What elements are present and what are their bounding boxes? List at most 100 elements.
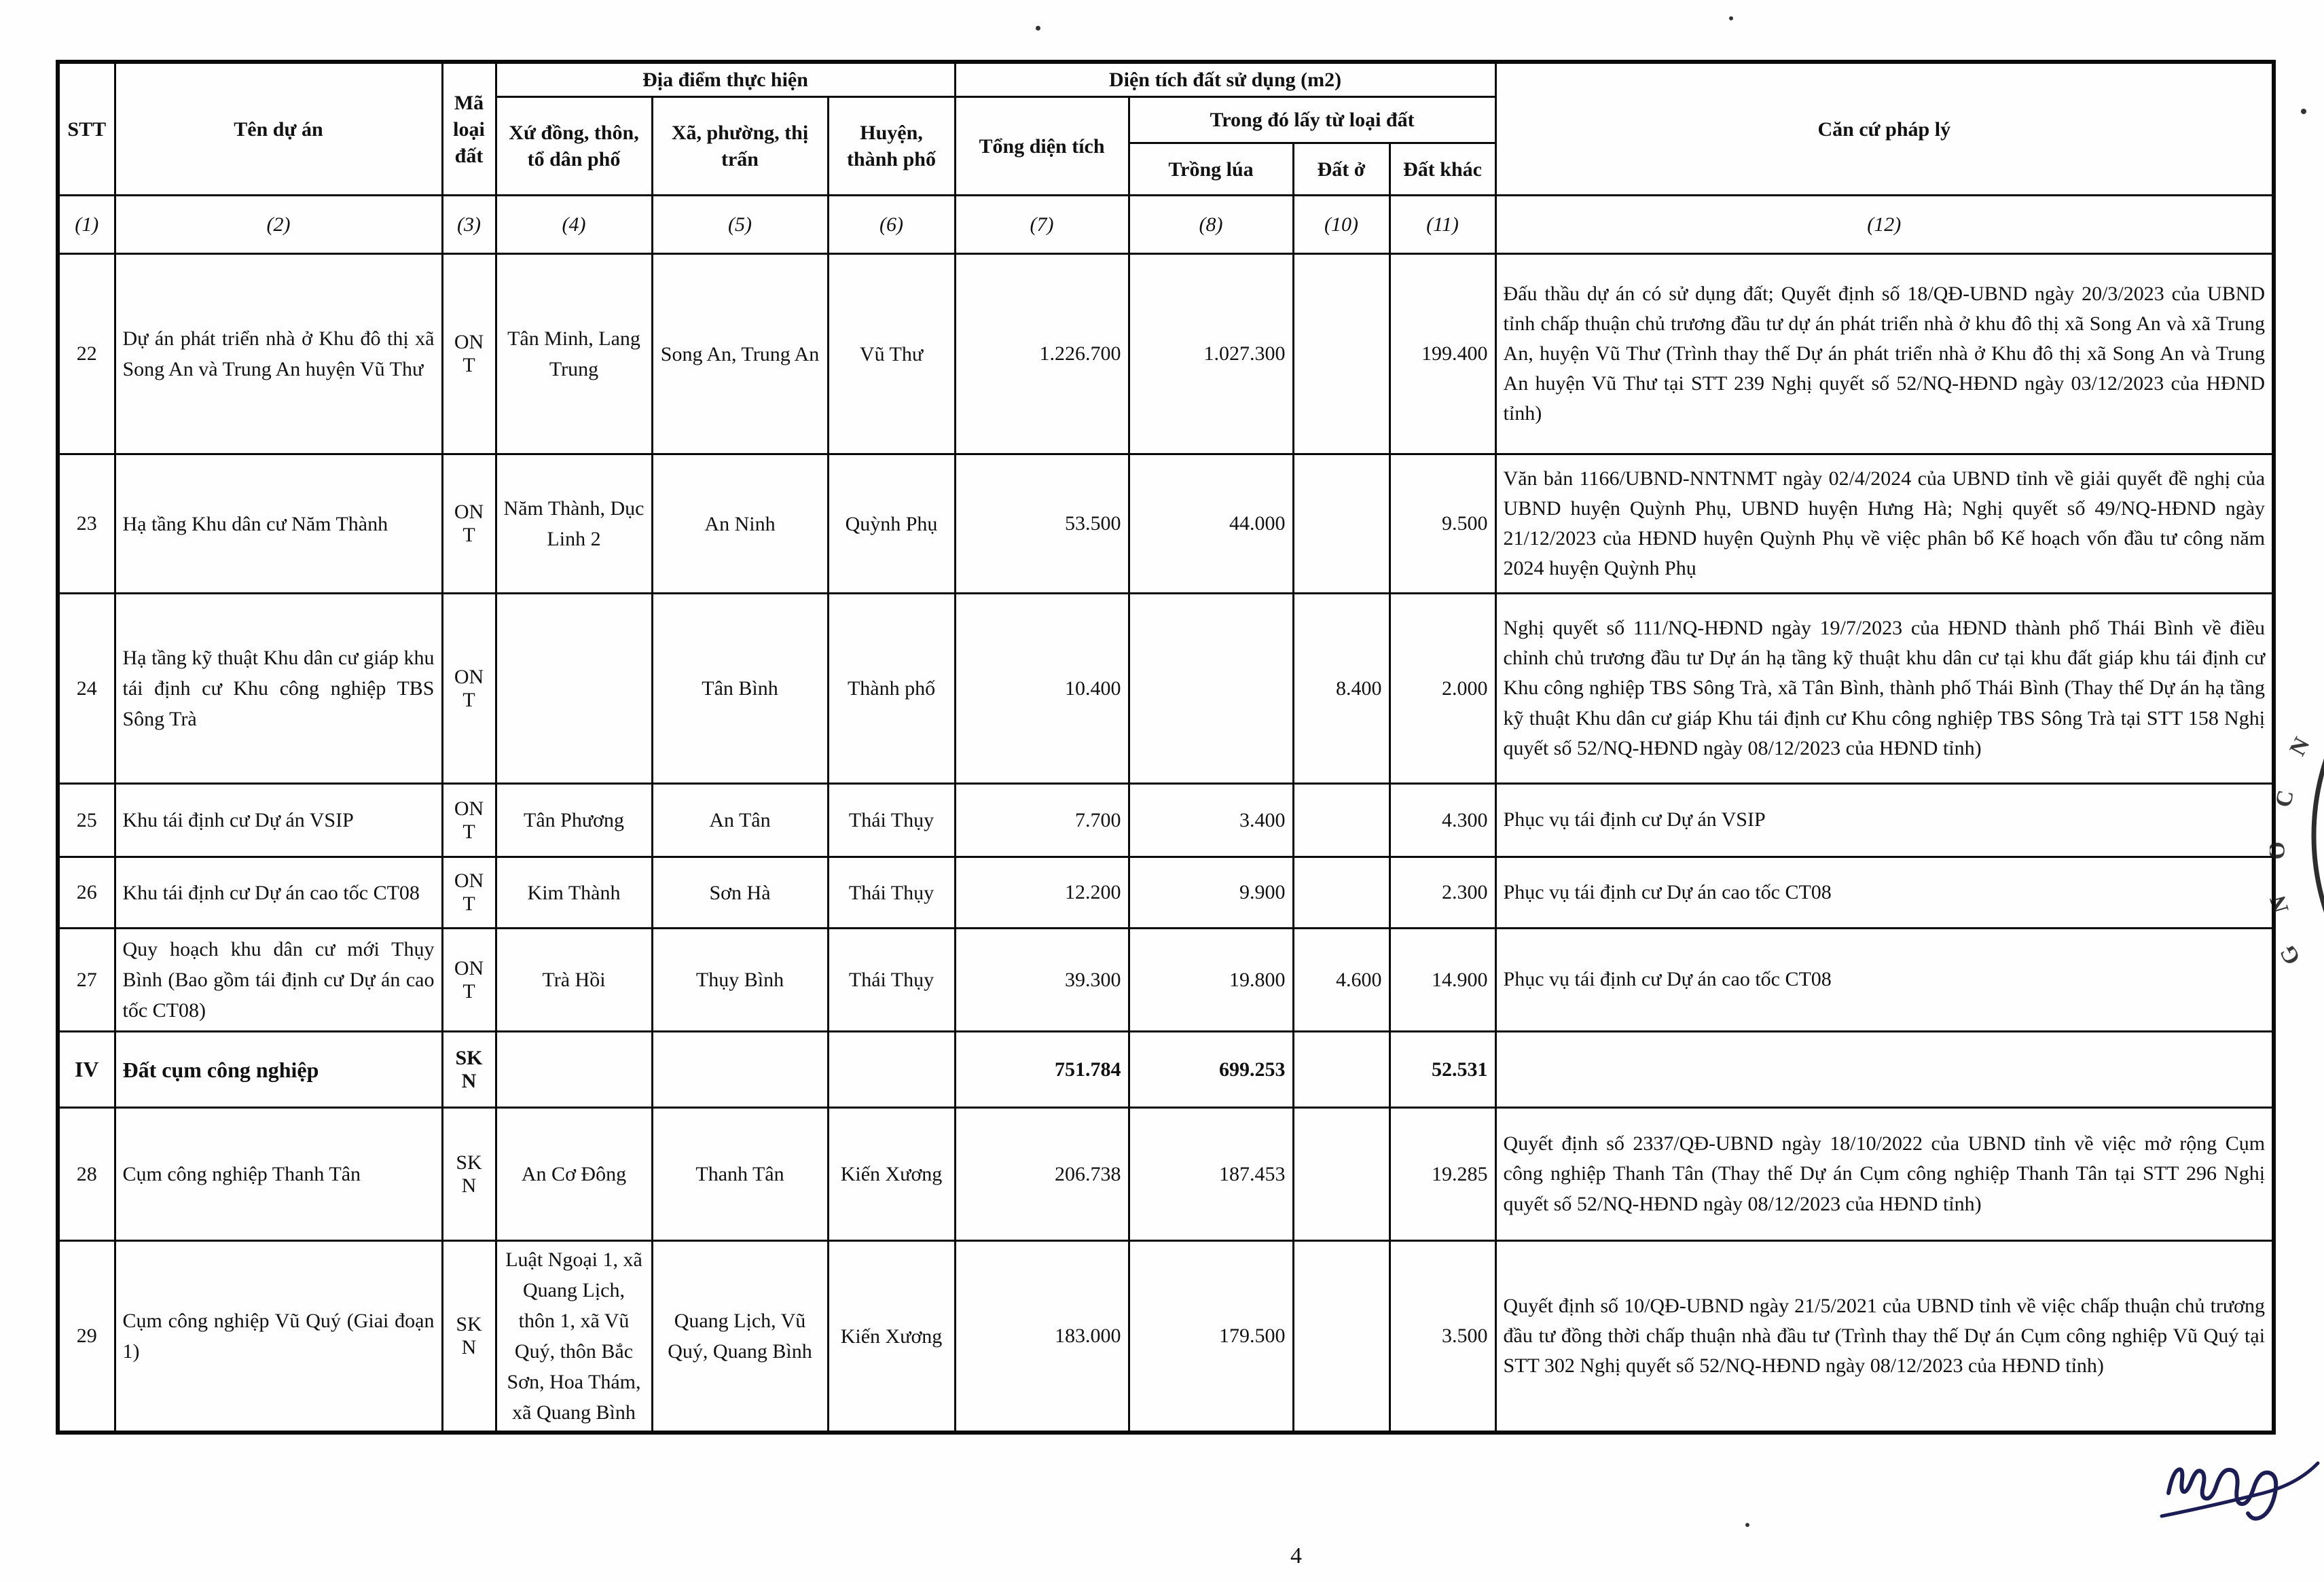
total-area-cell: 206.738: [954, 1107, 1130, 1242]
header-stt: STT: [56, 60, 116, 196]
district-cell: Quỳnh Phụ: [827, 453, 956, 594]
header-rice-land: Trồng lúa: [1127, 142, 1294, 196]
row-number-cell: 25: [56, 783, 116, 858]
rice-land-cell: 1.027.300: [1127, 253, 1294, 455]
district-cell: Kiến Xương: [827, 1240, 956, 1434]
other-land-cell: 19.285: [1388, 1107, 1497, 1242]
row-number-cell: 28: [56, 1107, 116, 1242]
colnum-12: (12): [1494, 194, 2275, 255]
row-number-cell: 29: [56, 1240, 116, 1434]
other-land-cell: 9.500: [1388, 453, 1497, 594]
table-row: 24 Hạ tầng kỹ thuật Khu dân cư giáp khu t…: [56, 592, 2275, 785]
header-commune: Xã, phường, thị trấn: [651, 96, 829, 196]
total-area-cell: 53.500: [954, 453, 1130, 594]
table-row: 29 Cụm công nghiệp Vũ Quý (Giai đoạn 1) SK…: [56, 1240, 2275, 1434]
rice-land-cell: 179.500: [1127, 1240, 1294, 1434]
land-code-cell: ONT: [441, 253, 497, 455]
hamlet-cell: Năm Thành, Dục Linh 2: [494, 453, 653, 594]
commune-cell: Thanh Tân: [651, 1107, 829, 1242]
rice-land-cell: 187.453: [1127, 1107, 1294, 1242]
colnum-3: (3): [441, 194, 497, 255]
page-number: 4: [1290, 1543, 1302, 1568]
table-row: 26 Khu tái định cư Dự án cao tốc CT08 ONT K…: [56, 856, 2275, 929]
residential-land-cell: [1292, 453, 1391, 594]
row-number-cell: 27: [56, 927, 116, 1032]
project-name-cell: Dự án phát triển nhà ở Khu đô thị xã Son…: [113, 253, 443, 455]
residential-land-cell: [1292, 1030, 1391, 1109]
district-cell: Thành phố: [827, 592, 956, 785]
legal-basis-cell: Văn bản 1166/UBND-NNTNMT ngày 02/4/2024 …: [1494, 453, 2275, 594]
land-code-cell: ONT: [441, 592, 497, 785]
total-area-cell: 183.000: [954, 1240, 1130, 1434]
district-cell: Thái Thụy: [827, 927, 956, 1032]
header-row-top: STT Tên dự án Mã loại đất Địa điểm thực …: [56, 60, 2275, 196]
hamlet-cell: Trà Hồi: [494, 927, 653, 1032]
project-name-cell: Quy hoạch khu dân cư mới Thụy Bình (Bao …: [113, 927, 443, 1032]
total-area-cell: 7.700: [954, 783, 1130, 858]
row-number-cell: IV: [56, 1030, 116, 1109]
residential-land-cell: 8.400: [1292, 592, 1391, 785]
header-residential-land: Đất ở: [1292, 142, 1391, 196]
rice-land-cell: [1127, 592, 1294, 785]
district-cell: Thái Thụy: [827, 783, 956, 858]
land-code-cell: ONT: [441, 927, 497, 1032]
district-cell: Kiến Xương: [827, 1107, 956, 1242]
commune-cell: Sơn Hà: [651, 856, 829, 929]
colnum-5: (5): [651, 194, 829, 255]
district-cell: [827, 1030, 956, 1109]
rice-land-cell: 699.253: [1127, 1030, 1294, 1109]
total-area-cell: 10.400: [954, 592, 1130, 785]
table-body: 22 Dự án phát triển nhà ở Khu đô thị xã S…: [56, 253, 2275, 1434]
colnum-11: (11): [1388, 194, 1497, 255]
project-name-cell: Đất cụm công nghiệp: [113, 1030, 443, 1109]
rice-land-cell: 9.900: [1127, 856, 1294, 929]
commune-cell: Song An, Trung An: [651, 253, 829, 455]
colnum-6: (6): [827, 194, 956, 255]
colnum-4: (4): [494, 194, 653, 255]
table-row: 28 Cụm công nghiệp Thanh Tân SKN An Cơ Đông…: [56, 1107, 2275, 1242]
row-number-cell: 26: [56, 856, 116, 929]
scan-speck: [1036, 26, 1040, 31]
legal-basis-cell: Đấu thầu dự án có sử dụng đất; Quyết địn…: [1494, 253, 2275, 455]
residential-land-cell: [1292, 253, 1391, 455]
header-hamlet: Xứ đồng, thôn, tổ dân phố: [494, 96, 653, 196]
colnum-7: (7): [954, 194, 1130, 255]
header-total-area: Tổng diện tích: [954, 96, 1130, 196]
table-header: STT Tên dự án Mã loại đất Địa điểm thực …: [56, 60, 2275, 255]
table-row: 23 Hạ tầng Khu dân cư Năm Thành ONT Năm Thà…: [56, 453, 2275, 594]
header-project-name: Tên dự án: [113, 60, 443, 196]
hamlet-cell: Tân Minh, Lang Trung: [494, 253, 653, 455]
table-row: IV Đất cụm công nghiệp SKN 751.784 699.253 52…: [56, 1030, 2275, 1109]
colnum-10: (10): [1292, 194, 1391, 255]
commune-cell: [651, 1030, 829, 1109]
table-row: 25 Khu tái định cư Dự án VSIP ONT Tân Phươn…: [56, 783, 2275, 858]
other-land-cell: 2.300: [1388, 856, 1497, 929]
other-land-cell: 3.500: [1388, 1240, 1497, 1434]
hamlet-cell: An Cơ Đông: [494, 1107, 653, 1242]
district-cell: Thái Thụy: [827, 856, 956, 929]
legal-basis-cell: Phục vụ tái định cư Dự án cao tốc CT08: [1494, 856, 2275, 929]
scan-speck: [1729, 16, 1733, 20]
land-projects-table: STT Tên dự án Mã loại đất Địa điểm thực …: [56, 60, 2276, 1435]
colnum-1: (1): [56, 194, 116, 255]
rice-land-cell: 44.000: [1127, 453, 1294, 594]
total-area-cell: 39.300: [954, 927, 1130, 1032]
table-row: 27 Quy hoạch khu dân cư mới Thụy Bình (Ba…: [56, 927, 2275, 1032]
header-row-mid: Xứ đồng, thôn, tổ dân phố Xã, phường, th…: [58, 96, 2274, 196]
hamlet-cell: Tân Phương: [494, 783, 653, 858]
land-code-cell: SKN: [441, 1107, 497, 1242]
svg-text:G: G: [2275, 941, 2306, 969]
official-seal-stamp: N C Ô N G: [2270, 733, 2324, 969]
land-code-cell: ONT: [441, 856, 497, 929]
commune-cell: Thụy Bình: [651, 927, 829, 1032]
hamlet-cell: Kim Thành: [494, 856, 653, 929]
land-code-cell: SKN: [441, 1030, 497, 1109]
legal-basis-cell: Phục vụ tái định cư Dự án VSIP: [1494, 783, 2275, 858]
header-location-group: Địa điểm thực hiện: [494, 60, 956, 98]
commune-cell: Quang Lịch, Vũ Quý, Quang Bình: [651, 1240, 829, 1434]
other-land-cell: 52.531: [1388, 1030, 1497, 1109]
handwritten-signature: [2160, 1461, 2320, 1521]
scan-speck: [2301, 109, 2306, 114]
residential-land-cell: [1292, 1107, 1391, 1242]
